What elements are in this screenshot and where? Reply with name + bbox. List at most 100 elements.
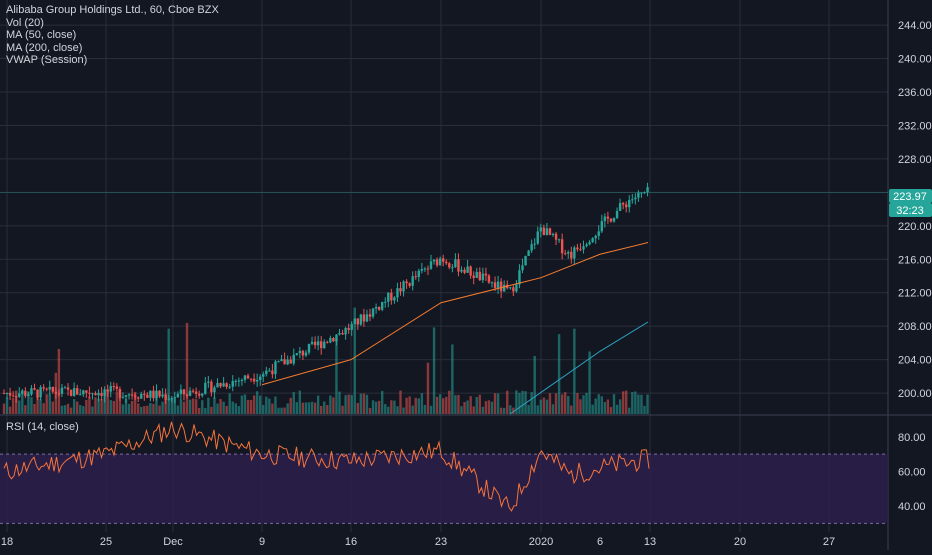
candle-body bbox=[292, 354, 295, 364]
volume-bar bbox=[521, 390, 524, 414]
volume-bar bbox=[426, 362, 430, 414]
candle-body bbox=[2, 393, 6, 395]
candle-body bbox=[201, 393, 204, 396]
volume-bar bbox=[499, 407, 503, 414]
candle-body bbox=[396, 288, 399, 298]
candle-body bbox=[301, 350, 305, 356]
symbol-title[interactable]: Alibaba Group Holdings Ltd., 60, Cboe BZ… bbox=[6, 4, 219, 16]
candle-body bbox=[374, 307, 378, 309]
candle-body bbox=[198, 393, 201, 396]
volume-bar bbox=[374, 401, 378, 414]
candle-body bbox=[487, 275, 491, 283]
volume-bar bbox=[155, 390, 158, 414]
volume-bar bbox=[628, 407, 631, 414]
volume-bar bbox=[176, 405, 180, 414]
volume-bar bbox=[582, 395, 585, 414]
candle-body bbox=[69, 389, 73, 396]
volume-bar bbox=[536, 405, 539, 414]
candle-body bbox=[149, 390, 152, 398]
candle-body bbox=[576, 247, 579, 250]
candle-body bbox=[381, 301, 384, 310]
candle-body bbox=[27, 394, 30, 396]
candle-body bbox=[539, 227, 542, 232]
candle-body bbox=[628, 199, 631, 208]
volume-bar bbox=[277, 407, 280, 414]
candle-body bbox=[478, 271, 481, 281]
volume-bar bbox=[417, 398, 420, 414]
candle-body bbox=[262, 374, 265, 377]
candle-body bbox=[91, 393, 94, 395]
candle-body bbox=[548, 228, 552, 235]
legend-vol[interactable]: Vol (20) bbox=[6, 16, 44, 29]
candle-body bbox=[11, 395, 15, 397]
volume-bar bbox=[420, 393, 424, 414]
legend-ma50[interactable]: MA (50, close) bbox=[6, 29, 77, 41]
volume-bar bbox=[320, 405, 323, 414]
volume-bar bbox=[533, 355, 536, 414]
candle-body bbox=[597, 231, 600, 236]
time-tick-label: 27 bbox=[823, 536, 835, 548]
rsi-legend[interactable]: RSI (14, close) bbox=[6, 421, 79, 433]
volume-bar bbox=[344, 395, 347, 414]
price-tick-label: 232.00 bbox=[898, 120, 932, 132]
candle-body bbox=[545, 228, 549, 236]
candle-body bbox=[140, 393, 143, 399]
volume-bar bbox=[503, 407, 506, 414]
volume-bar bbox=[429, 405, 433, 414]
candle-body bbox=[496, 281, 500, 288]
volume-bar bbox=[539, 399, 542, 414]
rsi-tick-label: 60.00 bbox=[898, 466, 926, 478]
volume-bar bbox=[381, 390, 384, 414]
legend-ma200[interactable]: MA (200, close) bbox=[6, 41, 83, 54]
volume-bar bbox=[335, 338, 338, 414]
candle-body bbox=[106, 389, 109, 392]
candle-body bbox=[228, 386, 231, 388]
volume-bar bbox=[292, 392, 295, 414]
volume-bar bbox=[24, 405, 27, 414]
candle-body bbox=[30, 388, 33, 395]
volume-bar bbox=[48, 394, 51, 414]
candle-body bbox=[637, 192, 640, 198]
candle-body bbox=[573, 247, 576, 259]
candle-body bbox=[417, 270, 420, 278]
volume-bar bbox=[423, 404, 427, 414]
volume-bar bbox=[249, 400, 253, 414]
candle-body bbox=[554, 233, 558, 240]
volume-bar bbox=[33, 403, 36, 414]
volume-bar bbox=[121, 404, 125, 414]
candle-body bbox=[307, 343, 311, 353]
candle-body bbox=[137, 397, 140, 399]
volume-bar bbox=[112, 400, 115, 414]
volume-bar bbox=[79, 405, 82, 414]
candle-body bbox=[222, 383, 225, 387]
volume-bar bbox=[457, 394, 460, 414]
candle-body bbox=[176, 393, 180, 398]
rsi-tick-label: 40.00 bbox=[898, 501, 926, 513]
volume-bar bbox=[481, 406, 485, 414]
candle-body bbox=[338, 333, 341, 335]
price-tick-label: 216.00 bbox=[898, 254, 932, 266]
volume-bar bbox=[576, 393, 579, 414]
volume-bar bbox=[347, 394, 350, 414]
candle-body bbox=[411, 276, 414, 286]
volume-bar bbox=[631, 392, 634, 414]
candle-body bbox=[36, 389, 39, 398]
time-tick-label: Dec bbox=[163, 536, 183, 548]
candle-body bbox=[204, 382, 207, 394]
candle-body bbox=[536, 231, 539, 244]
candle-body bbox=[313, 341, 317, 346]
volume-bar bbox=[316, 395, 320, 414]
volume-bar bbox=[127, 403, 131, 414]
candle-body bbox=[429, 261, 433, 269]
candle-body bbox=[219, 383, 222, 387]
candle-body bbox=[246, 375, 250, 379]
legend-vwap[interactable]: VWAP (Session) bbox=[6, 54, 88, 66]
volume-bar bbox=[390, 400, 393, 414]
volume-bar bbox=[475, 397, 478, 414]
volume-bar bbox=[130, 400, 134, 414]
volume-bar bbox=[268, 398, 271, 414]
candle-body bbox=[384, 301, 387, 303]
candle-body bbox=[329, 338, 332, 343]
